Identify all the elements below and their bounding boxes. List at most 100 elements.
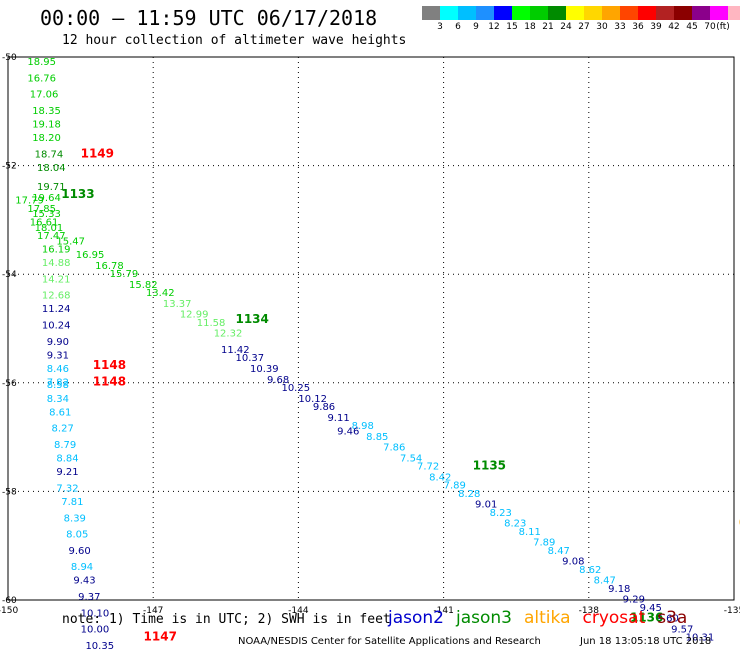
swh-value-label: 18.95 [27, 57, 56, 68]
legend-tick-label: 33 [614, 22, 626, 32]
legend-swatch [638, 6, 656, 20]
swh-value-label: 12.68 [42, 291, 71, 302]
legend-tick-label: 15 [506, 22, 518, 32]
swh-value-label: 9.60 [69, 546, 91, 557]
satellite-legend-item: s3a [657, 608, 688, 628]
legend-tick-label: 70 [704, 22, 716, 32]
swh-value-label: 9.45 [640, 603, 662, 614]
legend-tick-label: 27 [578, 22, 590, 32]
satellite-legend-item: jason2 [388, 608, 444, 628]
swh-value-label: 8.98 [352, 421, 374, 432]
satellite-legend-item: jason3 [456, 608, 512, 628]
swh-value-label: 18.20 [32, 133, 61, 144]
legend-swatch [674, 6, 692, 20]
legend-swatch [728, 6, 740, 20]
swh-value-label: 8.39 [64, 513, 86, 524]
legend-tick-label: 45 [686, 22, 698, 32]
swh-value-label: 17.47 [37, 231, 66, 242]
swh-value-label: 16.76 [27, 73, 56, 84]
swh-value-label: 14.88 [42, 258, 71, 269]
swh-value-label: 8.85 [366, 432, 388, 443]
legend-tick-label: 24 [560, 22, 572, 32]
swh-value-label: 18.35 [32, 106, 61, 117]
legend-tick-label: 9 [473, 22, 479, 32]
legend-swatch [584, 6, 602, 20]
swh-value-label: 19.64 [32, 193, 61, 204]
legend-swatch [512, 6, 530, 20]
track-number-label: 1133 [61, 187, 94, 201]
legend-swatch [422, 6, 440, 20]
swh-value-label: 10.39 [250, 364, 279, 375]
swh-value-label: 7.81 [61, 497, 83, 508]
swh-value-label: 16.19 [42, 244, 71, 255]
legend-unit: (ft) [716, 22, 730, 32]
swh-value-label: 16.61 [30, 217, 59, 228]
swh-value-label: 9.57 [671, 625, 693, 636]
swh-value-label: 9.46 [337, 426, 359, 437]
legend-tick-label: 12 [488, 22, 500, 32]
swh-value-label: 19.71 [37, 182, 66, 193]
legend-swatch [710, 6, 728, 20]
swh-value-label: 9.21 [56, 467, 78, 478]
swh-value-label: 9.08 [562, 557, 584, 568]
swh-value-label: 8.94 [71, 562, 93, 573]
swh-value-label: 14.21 [42, 274, 71, 285]
swh-value-label: 16.95 [76, 250, 105, 261]
legend-tick-label: 39 [650, 22, 662, 32]
swh-value-label: 15.33 [32, 209, 61, 220]
swh-value-label: 8.47 [548, 546, 570, 557]
legend-tick-label: 6 [455, 22, 461, 32]
swh-value-label: 8.23 [490, 508, 512, 519]
swh-value-label: 9.29 [623, 595, 645, 606]
swh-value-label: 9.68 [267, 375, 289, 386]
swh-value-label: 19.18 [32, 120, 61, 131]
swh-value-label: 7.89 [533, 538, 555, 549]
swh-value-label: 8.11 [519, 527, 541, 538]
color-scale-legend [422, 6, 740, 20]
swh-value-label: 10.37 [235, 353, 264, 364]
legend-swatch [566, 6, 584, 20]
swh-value-label: 10.25 [281, 383, 310, 394]
swh-value-label: 7.32 [56, 483, 78, 494]
swh-value-label: 7.54 [400, 454, 422, 465]
swh-value-label: 7.72 [417, 462, 439, 473]
x-tick-label: -150 [0, 606, 18, 616]
satellite-legend-item: altika [524, 608, 571, 628]
footer-credit: NOAA/NESDIS Center for Satellite Applica… [238, 636, 541, 647]
legend-swatch [494, 6, 512, 20]
swh-value-label: 8.84 [56, 454, 78, 465]
track-number-label: 1134 [235, 312, 268, 326]
swh-value-label: 13.37 [163, 299, 192, 310]
track-number-label: 1148 [93, 375, 126, 389]
swh-value-label: 7.82 [47, 378, 69, 389]
swh-value-label: 7.86 [383, 443, 405, 454]
plot-frame [7, 56, 735, 601]
track-number-label: 1135 [473, 459, 506, 473]
footer-timestamp: Jun 18 13:05:18 UTC 2018 [580, 636, 712, 647]
swh-value-label: 10.12 [298, 394, 327, 405]
legend-tick-label: 42 [668, 22, 680, 32]
swh-value-label: 15.82 [129, 280, 158, 291]
swh-value-label: 10.10 [81, 608, 110, 619]
swh-value-label: 8.42 [429, 473, 451, 484]
legend-tick-label: 30 [596, 22, 608, 32]
swh-value-label: 8.79 [54, 440, 76, 451]
swh-value-label: 17.06 [30, 90, 59, 101]
swh-value-label: 15.47 [56, 236, 85, 247]
y-tick-label: -56 [2, 379, 17, 389]
satellite-legend-item: cryosat [582, 608, 646, 628]
track-number-label: 1148 [93, 358, 126, 372]
swh-value-label: 9.37 [78, 592, 100, 603]
legend-swatch [602, 6, 620, 20]
legend-swatch [458, 6, 476, 20]
swh-value-label: 8.47 [594, 576, 616, 587]
swh-value-label: 11.24 [42, 304, 71, 315]
swh-value-label: 7.89 [444, 481, 466, 492]
legend-swatch [656, 6, 674, 20]
y-tick-label: -50 [2, 53, 17, 63]
satellite-legend: jason2 jason3 altika cryosat s3a [388, 608, 699, 628]
swh-value-label: 9.60 [657, 614, 679, 625]
y-tick-label: -52 [2, 162, 17, 172]
